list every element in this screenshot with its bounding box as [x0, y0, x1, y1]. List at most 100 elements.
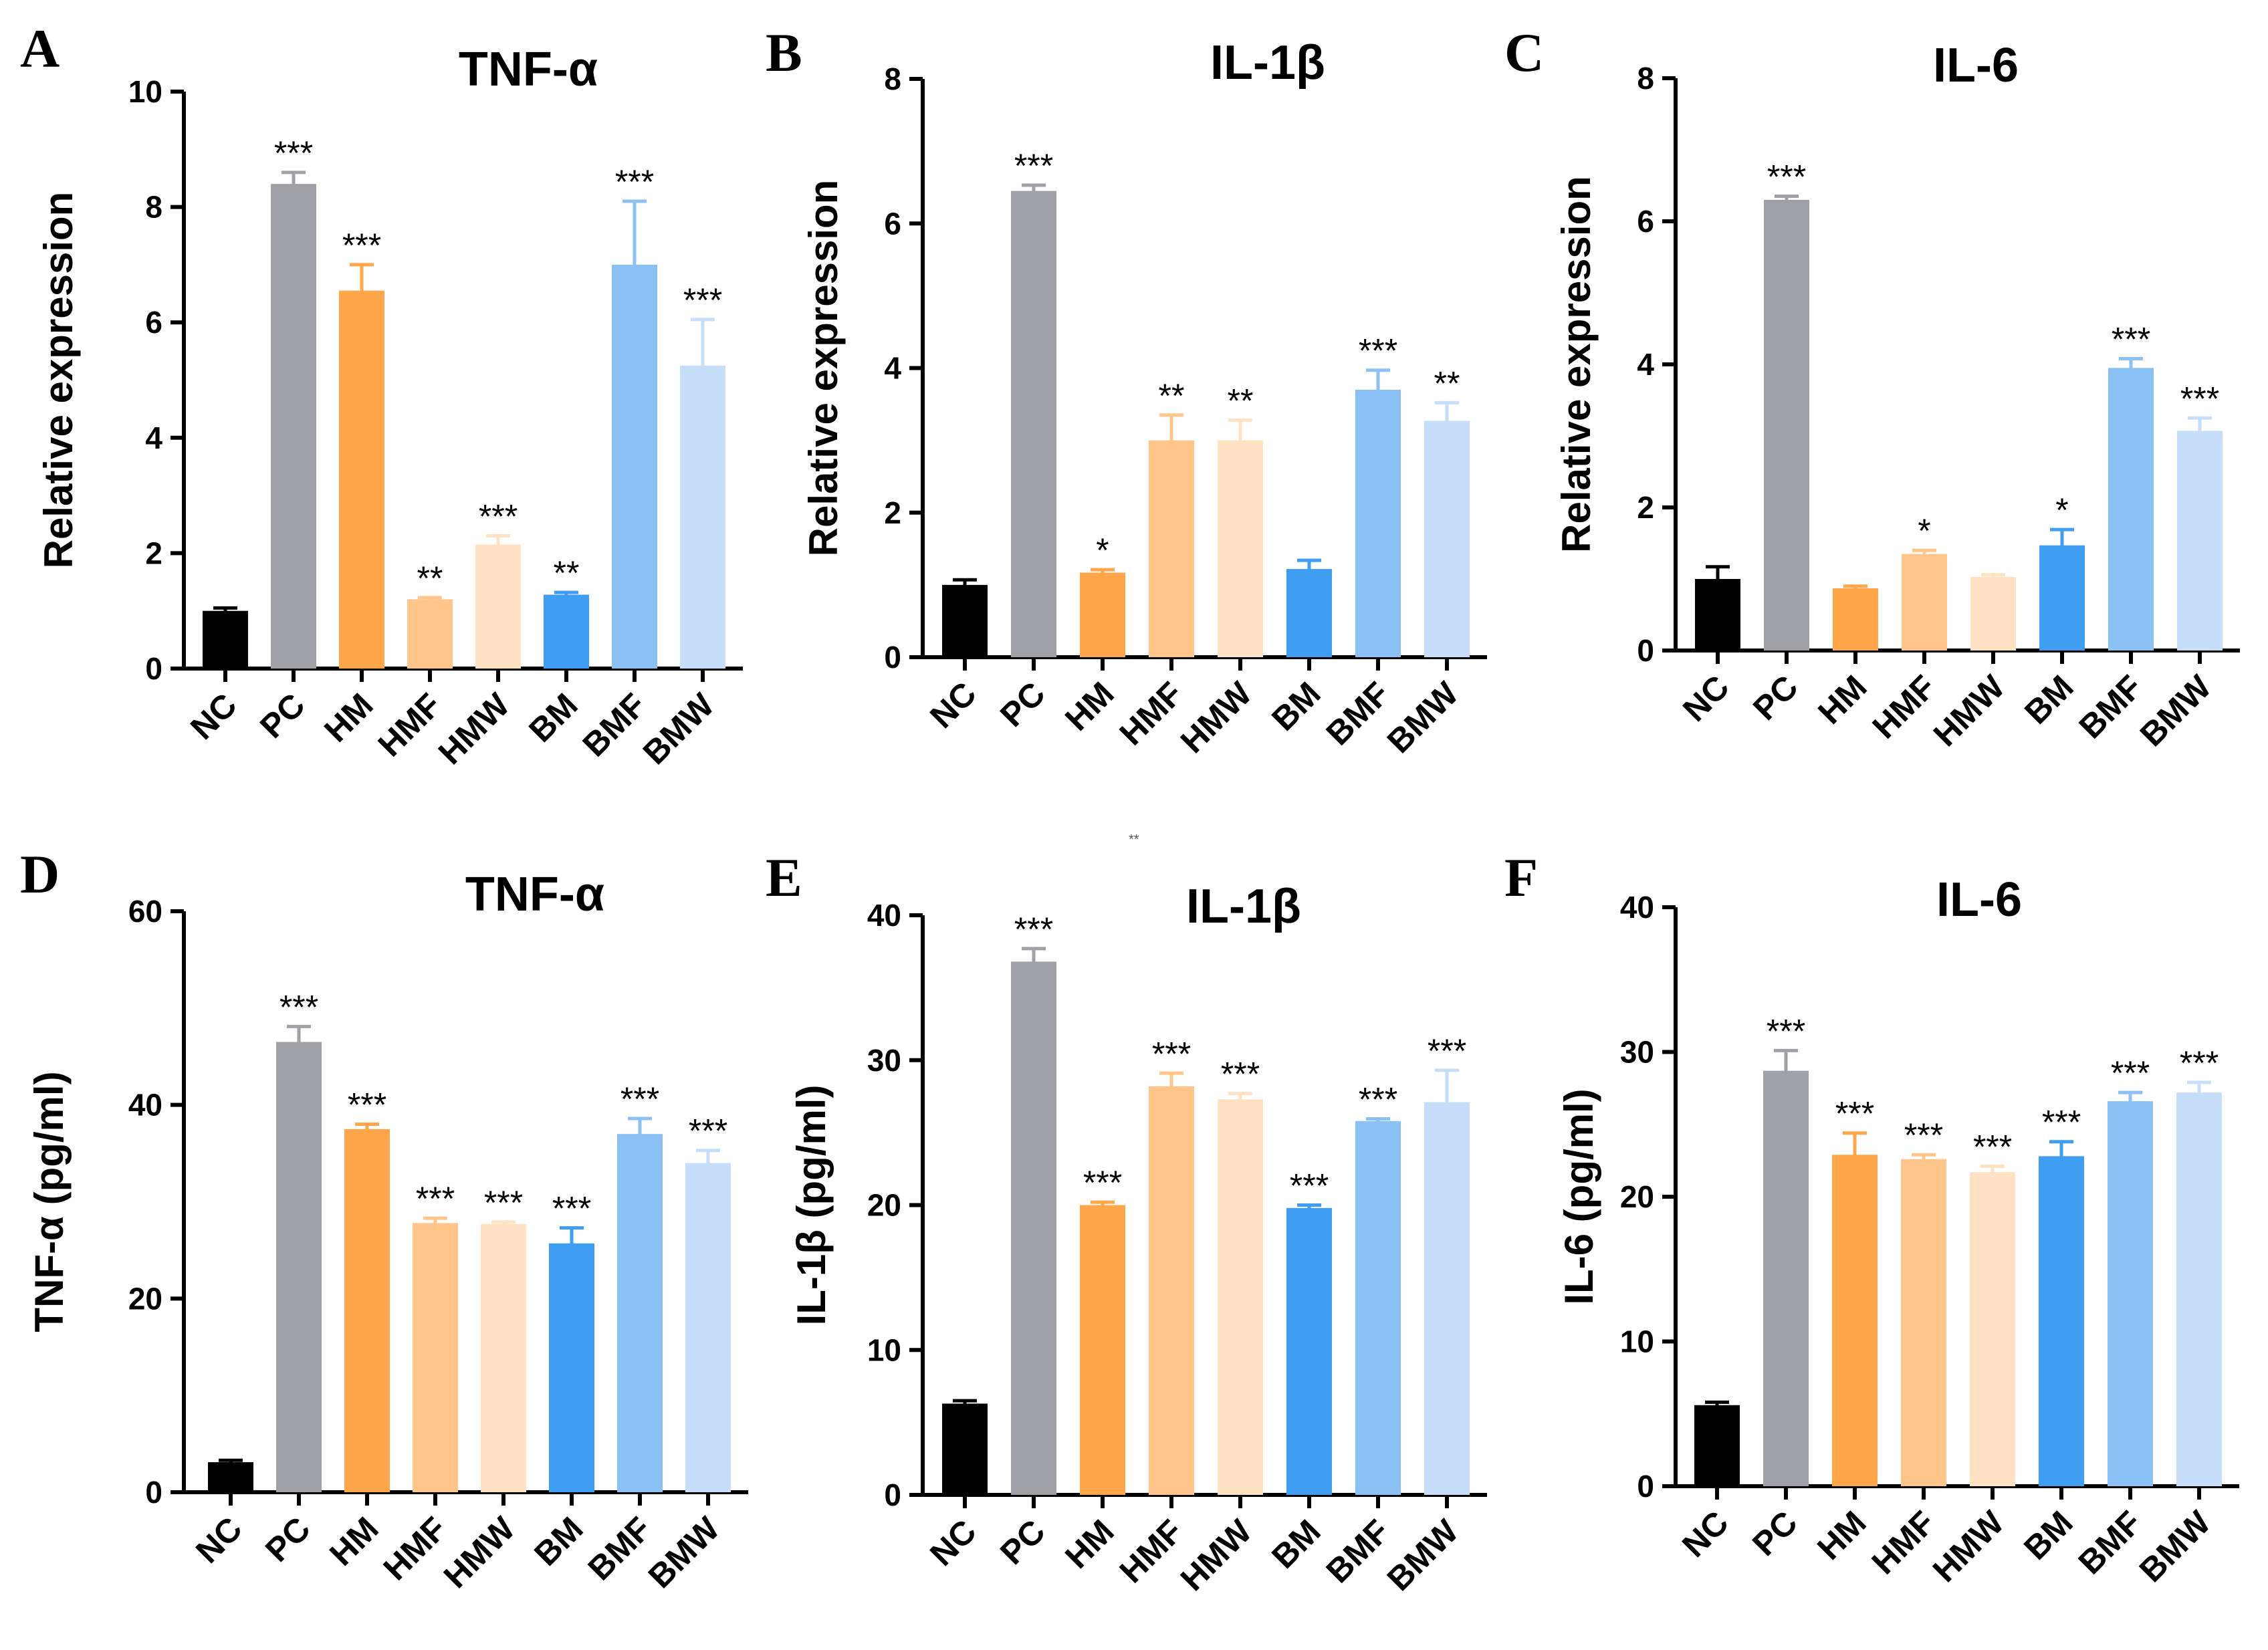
x-tick-label-f-hmf: HMF — [1865, 1504, 1942, 1581]
significance-label-c-hmf: * — [1918, 512, 1930, 550]
y-tick-label-e: 10 — [867, 1332, 901, 1367]
bar-e-pc — [1011, 961, 1056, 1495]
bar-f-nc — [1694, 1405, 1740, 1486]
x-tick-label-b-hmw: HMW — [1173, 675, 1260, 761]
y-tick-label-b: 8 — [884, 62, 901, 96]
x-tick-label-a-hmw: HMW — [431, 686, 518, 772]
bar-e-hmf — [1149, 1086, 1194, 1495]
x-tick-label-d-hmw: HMW — [437, 1510, 523, 1596]
x-tick-label-b-hm: HM — [1058, 675, 1121, 738]
y-tick-label-a: 0 — [145, 651, 162, 686]
bar-c-bm — [2039, 545, 2085, 651]
bar-e-bm — [1286, 1207, 1332, 1495]
y-axis-label-b: Relative expression — [801, 180, 846, 557]
y-tick-label-a: 2 — [145, 536, 162, 570]
bar-e-hm — [1080, 1205, 1125, 1495]
x-tick-label-d-pc: PC — [258, 1510, 318, 1569]
significance-label-a-hmw: *** — [479, 498, 518, 536]
bar-f-hm — [1832, 1155, 1878, 1486]
panel-title-d: TNF-α — [465, 868, 604, 921]
significance-label-e-bm: *** — [1290, 1167, 1329, 1205]
bar-e-bmw — [1424, 1102, 1470, 1495]
y-tick-label-e: 40 — [867, 898, 901, 933]
significance-label-d-hmf: *** — [416, 1180, 455, 1217]
x-tick-label-f-pc: PC — [1745, 1504, 1805, 1563]
panel-title-a: TNF-α — [459, 43, 598, 96]
bar-d-hmf — [413, 1223, 458, 1492]
y-tick-label-f: 20 — [1620, 1179, 1654, 1214]
bar-e-nc — [942, 1403, 988, 1495]
x-tick-label-e-bmw: BMW — [1380, 1512, 1466, 1599]
y-tick-label-b: 4 — [884, 351, 901, 386]
bar-b-hmf — [1149, 440, 1194, 657]
significance-label-a-hmf: ** — [417, 560, 443, 597]
significance-label-d-hm: *** — [348, 1086, 386, 1124]
bar-d-bmw — [685, 1163, 731, 1492]
bar-c-pc — [1764, 199, 1809, 651]
y-tick-label-d: 20 — [128, 1281, 162, 1316]
y-tick-label-f: 10 — [1620, 1324, 1654, 1359]
y-tick-label-a: 8 — [145, 190, 162, 225]
x-tick-label-f-bmw: BMW — [2132, 1504, 2219, 1590]
bar-f-bmf — [2108, 1101, 2153, 1486]
bar-b-bmw — [1424, 421, 1470, 657]
significance-label-d-bmw: *** — [689, 1112, 727, 1150]
bar-f-hmf — [1901, 1159, 1946, 1486]
significance-label-b-bmf: *** — [1359, 332, 1397, 370]
bar-b-nc — [942, 584, 988, 657]
bar-c-hmf — [1902, 554, 1947, 651]
y-tick-label-c: 8 — [1637, 61, 1654, 96]
y-axis-label-d: TNF-α (pg/ml) — [27, 1071, 72, 1332]
bar-b-bmf — [1355, 389, 1401, 657]
y-tick-label-d: 0 — [145, 1475, 162, 1510]
bar-f-pc — [1763, 1070, 1809, 1486]
y-axis-label-a: Relative expression — [36, 192, 81, 569]
x-tick-label-a-bmf: BMF — [576, 686, 653, 763]
y-tick-label-a: 4 — [145, 421, 162, 455]
bar-b-bm — [1286, 569, 1332, 657]
bar-b-hmw — [1218, 440, 1263, 657]
x-tick-label-f-nc: NC — [1675, 1504, 1736, 1564]
significance-label-c-pc: *** — [1767, 158, 1806, 196]
y-tick-label-c: 2 — [1637, 490, 1654, 525]
x-tick-label-a-bm: BM — [522, 686, 585, 749]
bar-a-bmw — [680, 365, 725, 669]
bar-a-nc — [203, 610, 248, 669]
panel-title-c: IL-6 — [1933, 39, 2019, 92]
bar-c-bmw — [2177, 431, 2223, 651]
y-tick-label-f: 30 — [1620, 1035, 1654, 1070]
significance-label-a-bm: ** — [554, 554, 580, 592]
significance-label-f-bmf: *** — [2111, 1054, 2150, 1092]
bar-d-hmw — [481, 1223, 526, 1492]
y-tick-label-b: 6 — [884, 206, 901, 241]
x-tick-label-e-hm: HM — [1058, 1512, 1121, 1576]
x-tick-label-c-bmf: BMF — [2072, 668, 2150, 745]
bar-e-hmw — [1218, 1099, 1263, 1495]
significance-label-d-hmw: *** — [484, 1184, 523, 1221]
bar-c-hm — [1833, 588, 1878, 651]
y-tick-label-e: 0 — [884, 1478, 901, 1512]
x-tick-label-b-bmw: BMW — [1380, 675, 1466, 761]
x-tick-label-c-pc: PC — [1746, 668, 1805, 727]
x-tick-label-d-bmw: BMW — [641, 1510, 727, 1596]
y-tick-label-c: 6 — [1637, 204, 1654, 239]
panel-title-f: IL-6 — [1936, 873, 2022, 927]
bar-a-hmf — [407, 599, 453, 669]
significance-label-b-hm: * — [1096, 532, 1109, 569]
bar-d-hm — [344, 1129, 390, 1492]
panel-letter-a: A — [20, 18, 60, 79]
significance-label-e-hmf: *** — [1152, 1035, 1191, 1072]
bar-d-bmf — [617, 1134, 663, 1492]
significance-label-c-bmw: *** — [2180, 380, 2219, 417]
y-tick-label-b: 2 — [884, 495, 901, 530]
significance-label-b-hmw: ** — [1228, 382, 1254, 419]
bar-c-hmw — [1970, 576, 2016, 651]
x-tick-label-c-hmf: HMF — [1865, 668, 1943, 745]
significance-label-a-pc: *** — [274, 134, 313, 172]
x-tick-label-b-pc: PC — [993, 675, 1052, 734]
x-tick-label-a-pc: PC — [253, 686, 312, 745]
bar-a-hmw — [475, 544, 521, 669]
x-tick-label-e-pc: PC — [993, 1512, 1052, 1572]
x-tick-label-d-bm: BM — [527, 1510, 590, 1573]
panel-letter-e: E — [766, 847, 802, 908]
